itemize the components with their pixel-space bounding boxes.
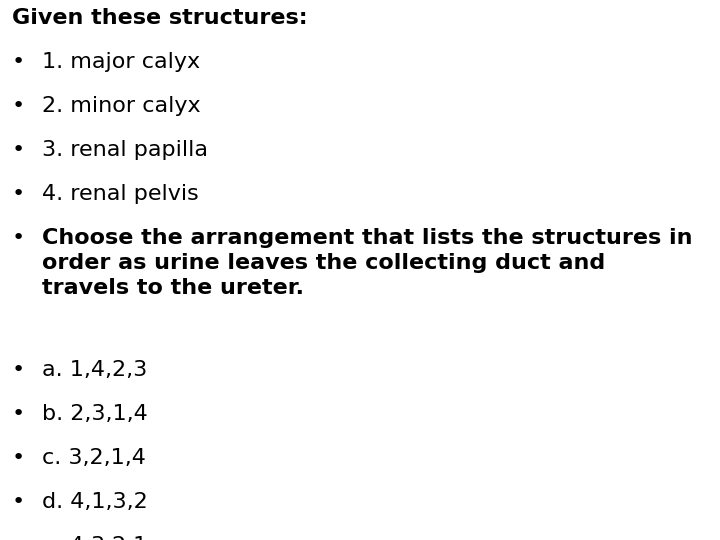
Text: a. 1,4,2,3: a. 1,4,2,3 xyxy=(42,360,148,380)
Text: •: • xyxy=(12,404,25,424)
Text: •: • xyxy=(12,184,25,204)
Text: Choose the arrangement that lists the structures in
order as urine leaves the co: Choose the arrangement that lists the st… xyxy=(42,228,693,298)
Text: d. 4,1,3,2: d. 4,1,3,2 xyxy=(42,492,148,512)
Text: •: • xyxy=(12,492,25,512)
Text: 3. renal papilla: 3. renal papilla xyxy=(42,140,208,160)
Text: •: • xyxy=(12,52,25,72)
Text: 1. major calyx: 1. major calyx xyxy=(42,52,200,72)
Text: 4. renal pelvis: 4. renal pelvis xyxy=(42,184,199,204)
Text: e. 4,3,2,1: e. 4,3,2,1 xyxy=(42,536,148,540)
Text: •: • xyxy=(12,140,25,160)
Text: Given these structures:: Given these structures: xyxy=(12,8,307,28)
Text: •: • xyxy=(12,536,25,540)
Text: •: • xyxy=(12,360,25,380)
Text: 2. minor calyx: 2. minor calyx xyxy=(42,96,201,116)
Text: b. 2,3,1,4: b. 2,3,1,4 xyxy=(42,404,148,424)
Text: •: • xyxy=(12,96,25,116)
Text: •: • xyxy=(12,448,25,468)
Text: •: • xyxy=(12,228,25,248)
Text: c. 3,2,1,4: c. 3,2,1,4 xyxy=(42,448,146,468)
